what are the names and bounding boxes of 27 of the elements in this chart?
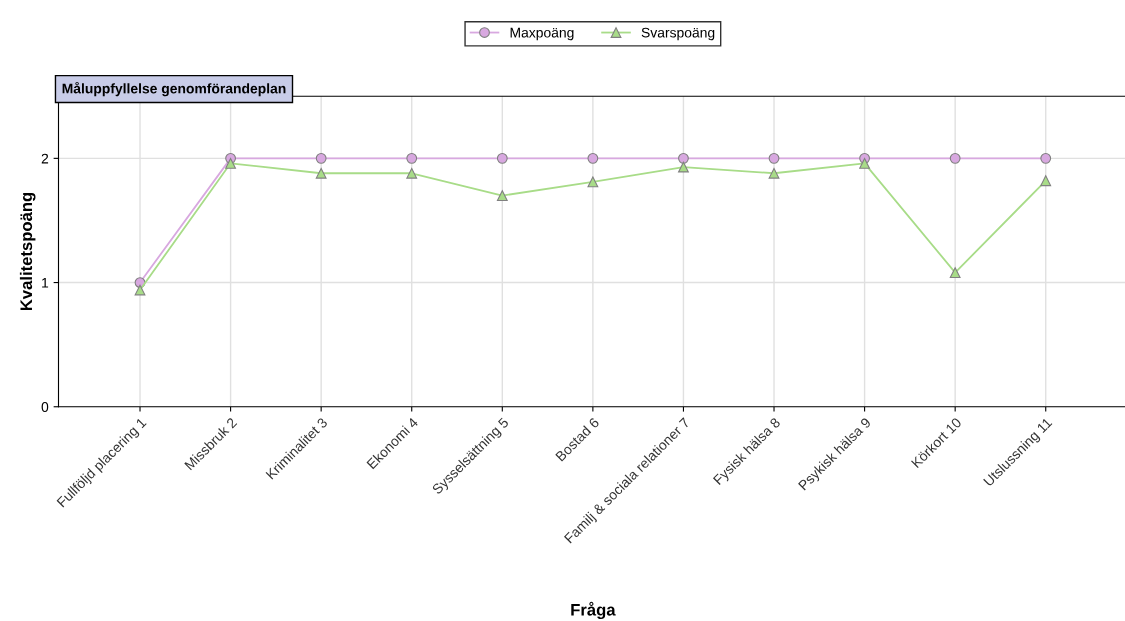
- point: [406, 167, 418, 179]
- chart-title: Måluppfyllelse genomförandeplan: [62, 81, 286, 97]
- point: [678, 161, 689, 173]
- point: [225, 157, 237, 169]
- point: [496, 152, 508, 164]
- y-axis-title: Kvalitetspoäng: [19, 192, 36, 311]
- point: [587, 152, 599, 164]
- point: [496, 190, 508, 202]
- point: [315, 152, 327, 164]
- point: [1040, 175, 1052, 187]
- point: [678, 152, 689, 164]
- y-tick-label: 0: [41, 402, 49, 412]
- point: [134, 284, 146, 296]
- point: [315, 167, 327, 179]
- point: [1040, 152, 1052, 164]
- point: [859, 157, 871, 169]
- y-tick-label: 2: [41, 153, 49, 164]
- point: [949, 267, 961, 279]
- point: [768, 167, 780, 179]
- point: [949, 152, 961, 164]
- x-axis-title: Fråga: [571, 601, 616, 620]
- legend-label: Svarspoäng: [641, 27, 715, 41]
- point: [587, 176, 599, 188]
- legend-label: Maxpoäng: [510, 27, 574, 41]
- point: [768, 152, 780, 164]
- y-tick-label: 1: [42, 278, 49, 288]
- point: [406, 152, 418, 164]
